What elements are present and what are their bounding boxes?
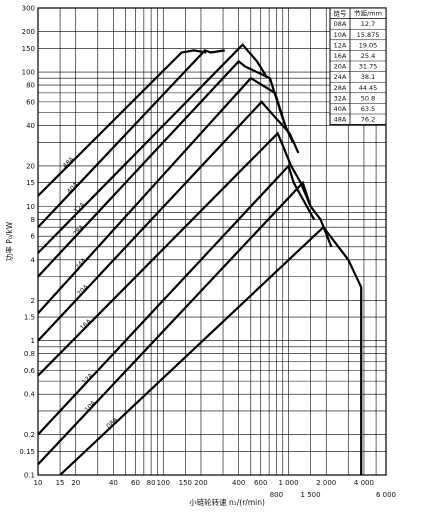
table-pitch-value: 38.1	[361, 73, 375, 81]
y-tick-label: 2	[31, 297, 35, 305]
y-tick-label: 15	[26, 179, 35, 187]
y-tick-label: 8	[31, 216, 35, 224]
y-tick-label: 0.15	[19, 448, 35, 456]
table-pitch-value: 31.75	[359, 63, 378, 71]
y-tick-label: 60	[26, 98, 35, 106]
series-label-28a: 28A	[71, 223, 86, 238]
series-line-16a	[37, 131, 312, 377]
y-tick-label: 0.6	[24, 367, 36, 375]
x-tick-label: 4 000	[354, 479, 374, 487]
table-pitch-value: 12.7	[361, 20, 375, 28]
x-tick-label: 80	[147, 479, 156, 487]
table-pitch-value: 19.05	[359, 41, 378, 49]
series-label-08a: 08A	[105, 415, 120, 430]
x-tick-label: 100	[157, 479, 170, 487]
series-line-48a	[37, 49, 207, 197]
series-lines	[37, 43, 363, 476]
y-axis-label: 功率 P₀/kW	[4, 221, 14, 261]
x-tick-label: 2 000	[316, 479, 336, 487]
y-tick-label: 20	[26, 162, 35, 170]
x-tick-label: 20	[71, 479, 80, 487]
y-tick-label: 0.2	[24, 431, 35, 439]
series-label-20a: 20A	[76, 283, 91, 298]
series-label-16a: 16A	[78, 317, 93, 332]
y-tick-label: 40	[26, 122, 35, 130]
y-tick-label: 150	[22, 45, 35, 53]
table-chain-number: 16A	[334, 52, 347, 60]
table-chain-number: 48A	[334, 116, 347, 124]
series-label-12a: 12A	[80, 371, 95, 386]
series-line-08a	[59, 225, 363, 476]
x-tick-label: 150	[179, 479, 192, 487]
x-tick-label: 40	[109, 479, 118, 487]
x-tick-label: 10	[34, 479, 43, 487]
table-pitch-value: 76.2	[361, 116, 375, 124]
y-tick-label: 1	[31, 337, 35, 345]
table-chain-number: 40A	[334, 105, 347, 113]
series-label-48a: 48A	[61, 155, 76, 170]
table-chain-number: 10A	[334, 31, 347, 39]
table-chain-number: 32A	[334, 94, 347, 102]
series-line-12a	[37, 163, 316, 436]
series-line-24a	[37, 76, 294, 315]
table-background	[329, 7, 387, 126]
table-header: 链号	[334, 9, 348, 18]
table-pitch-value: 50.8	[361, 94, 375, 102]
x-tick-label: 6 000	[376, 491, 396, 499]
series-label-32a: 32A	[72, 200, 87, 215]
table-pitch-value: 44.45	[359, 84, 378, 92]
plot-frame	[37, 7, 387, 476]
x-axis-label: 小链轮转速 n₁/(r/min)	[189, 497, 265, 507]
table-pitch-value: 63.5	[361, 105, 375, 113]
x-tick-label: 60	[131, 479, 140, 487]
y-tick-label: 200	[22, 28, 35, 36]
y-tick-label: 0.4	[24, 391, 36, 399]
x-tick-label: 1 000	[279, 479, 299, 487]
y-tick-label: 0.1	[24, 472, 35, 480]
y-tick-label: 10	[26, 203, 35, 211]
table-chain-number: 20A	[334, 63, 347, 71]
table-chain-number: 28A	[334, 84, 347, 92]
y-tick-label: 80	[26, 82, 35, 90]
series-label-10a: 10A	[83, 399, 98, 414]
table-header: 节距/mm	[354, 10, 382, 18]
y-tick-label: 300	[22, 5, 35, 13]
table-pitch-value: 15.875	[357, 31, 380, 39]
y-tick-label: 0.8	[24, 350, 35, 358]
x-tick-label: 1 500	[301, 491, 321, 499]
series-line-32a	[37, 43, 269, 254]
y-tick-label: 6	[31, 233, 36, 241]
y-tick-label: 100	[22, 69, 35, 77]
table-chain-number: 24A	[334, 73, 347, 81]
y-tick-label: 4	[31, 256, 36, 264]
series-line-20a	[37, 100, 300, 342]
pitch-table: 链号 节距/mm 08A 12.7 10A 15.875 12A 19.05 16A 25.4 20…	[329, 7, 387, 126]
x-tick-label: 15	[56, 479, 65, 487]
x-tick-label: 800	[270, 491, 283, 499]
series-line-40a	[37, 49, 225, 228]
y-tick-label: 1.5	[24, 314, 35, 322]
table-chain-number: 12A	[334, 41, 347, 49]
table-chain-number: 08A	[334, 20, 347, 28]
x-tick-label: 600	[254, 479, 267, 487]
x-tick-label: 200	[194, 479, 207, 487]
x-tick-label: 400	[232, 479, 245, 487]
table-pitch-value: 25.4	[361, 52, 375, 60]
